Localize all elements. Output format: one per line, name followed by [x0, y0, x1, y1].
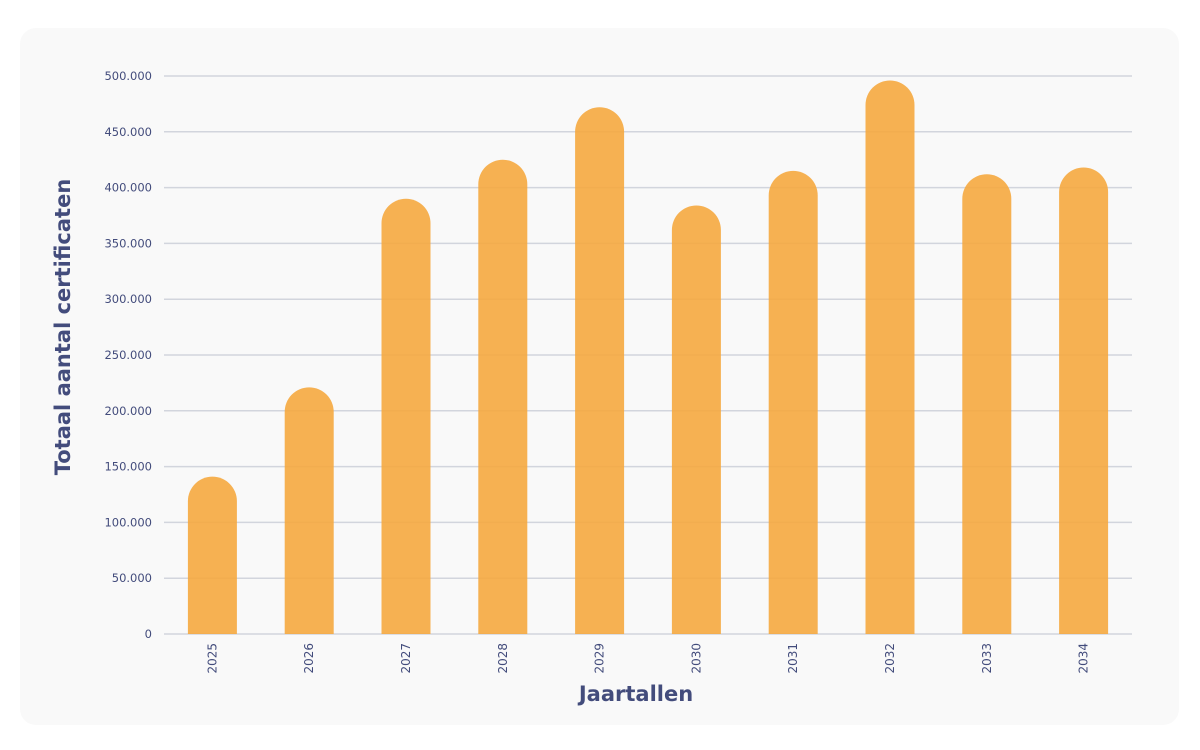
- y-axis-ticks: 0 50.000 100.000 150.000 200.000 250.000 300.0…: [104, 69, 152, 641]
- y-tick-label: 50.000: [112, 571, 152, 585]
- bar-2033: [962, 174, 1012, 634]
- x-tick-label: 2029: [593, 643, 607, 674]
- y-tick-label: 150.000: [104, 460, 152, 474]
- y-tick-label: 0: [145, 627, 152, 641]
- bar-2032: [865, 80, 915, 634]
- x-tick-label: 2027: [399, 643, 413, 674]
- bar-2029: [575, 107, 625, 635]
- x-tick-label: 2034: [1077, 643, 1091, 674]
- x-tick-label: 2026: [302, 643, 316, 674]
- x-tick-label: 2025: [205, 643, 219, 674]
- y-tick-label: 500.000: [104, 69, 152, 83]
- bar-2034: [1059, 167, 1109, 634]
- bar-2028: [478, 159, 528, 634]
- bar-2031: [768, 170, 818, 635]
- x-tick-label: 2030: [689, 643, 703, 674]
- x-axis-title: Jaartallen: [577, 682, 693, 706]
- y-tick-label: 400.000: [104, 181, 152, 195]
- bar-2026: [284, 387, 334, 634]
- y-tick-label: 350.000: [104, 236, 152, 250]
- y-tick-label: 100.000: [104, 515, 152, 529]
- x-tick-label: 2032: [883, 643, 897, 674]
- y-tick-label: 200.000: [104, 404, 152, 418]
- bar-2027: [381, 198, 431, 634]
- x-tick-label: 2028: [496, 643, 510, 674]
- y-tick-label: 250.000: [104, 348, 152, 362]
- y-tick-label: 300.000: [104, 292, 152, 306]
- y-axis-title: Totaal aantal certificaten: [51, 179, 75, 476]
- y-tick-label: 450.000: [104, 125, 152, 139]
- bar-2025: [187, 476, 237, 634]
- x-tick-label: 2033: [980, 643, 994, 674]
- x-axis-ticks: 2025 2026 2027 2028 2029 2030 2031 2032 2033 2034: [205, 643, 1090, 674]
- x-tick-label: 2031: [786, 643, 800, 674]
- bar-2030: [671, 205, 721, 634]
- bars: [187, 80, 1109, 635]
